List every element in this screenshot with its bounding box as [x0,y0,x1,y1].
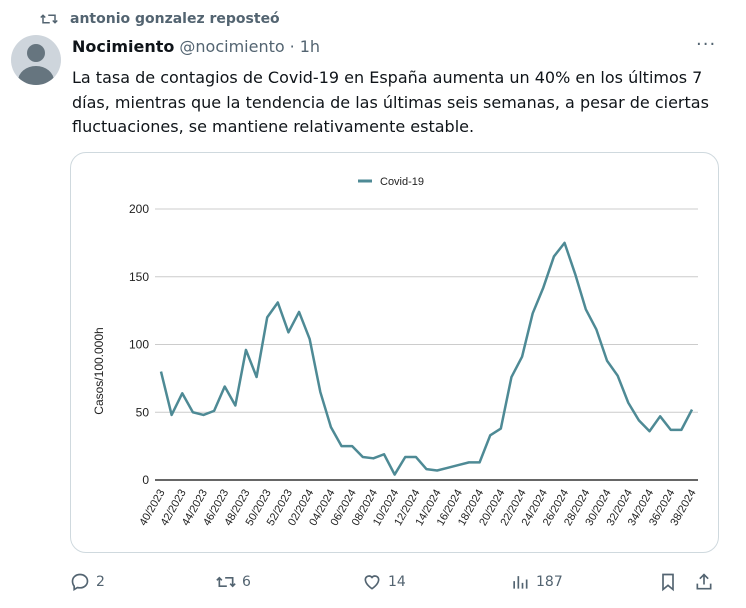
heart-icon [364,575,380,590]
repost-count: 6 [242,574,251,590]
share-button[interactable] [694,570,714,594]
author-handle[interactable]: @nocimiento [179,37,285,56]
bookmark-icon [662,573,674,592]
repost-icon [216,576,236,588]
chart-image[interactable]: 0 50 100 150 200 Casos/100.000h 40/2023 42/2023… [70,152,719,553]
y-tick-label: 150 [129,270,149,284]
bookmark-button[interactable] [658,570,678,594]
action-bar: 2 6 14 187 [70,570,720,594]
repost-indicator[interactable]: antonio gonzalez reposteó [40,10,280,28]
views-count: 187 [536,574,563,590]
tweet-header: Nocimiento @nocimiento · 1h [72,37,320,56]
y-tick-label: 100 [129,338,149,352]
avatar[interactable] [11,35,61,85]
views-icon [513,576,528,589]
tweet-text: La tasa de contagios de Covid-19 en Espa… [72,68,709,136]
repost-icon [40,14,58,24]
y-tick-label: 200 [129,202,149,216]
share-icon [696,573,712,590]
separator: · [289,37,295,56]
series-line [159,241,694,476]
timestamp[interactable]: 1h [299,37,321,56]
y-tick-label: 0 [142,473,149,487]
reply-icon [71,573,89,591]
legend-label: Covid-19 [380,176,424,188]
reply-button[interactable]: 2 [70,570,105,594]
like-count: 14 [388,574,406,590]
views-button[interactable]: 187 [510,570,563,594]
more-options-icon[interactable]: ··· [696,34,717,55]
like-button[interactable]: 14 [362,570,406,594]
author-name[interactable]: Nocimiento [72,37,175,56]
repost-button[interactable]: 6 [216,570,251,594]
line-chart: 050100150200Casos/100.000h40/202342/2023… [92,176,699,528]
repost-label: antonio gonzalez reposteó [70,11,280,27]
reply-count: 2 [96,574,105,590]
y-axis-label: Casos/100.000h [92,327,106,414]
y-tick-label: 50 [136,405,150,419]
